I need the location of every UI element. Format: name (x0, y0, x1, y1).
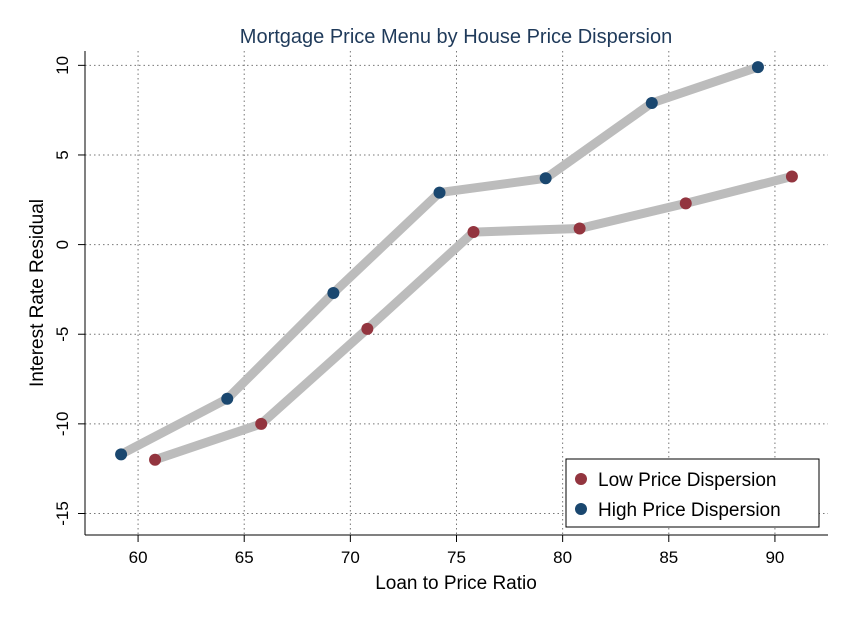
chart-title: Mortgage Price Menu by House Price Dispe… (240, 26, 672, 48)
x-tick-label: 85 (659, 548, 678, 567)
data-point (361, 322, 374, 335)
data-point (327, 287, 340, 299)
y-tick-label: -15 (53, 501, 72, 526)
legend-label: Low Price Dispersion (598, 470, 776, 491)
axes: 60 65 70 75 80 85 90 -15 -10 -5 0 5 10 (53, 51, 828, 567)
x-tick-label: 90 (765, 548, 784, 567)
data-points (115, 61, 798, 466)
y-tick-label: 0 (53, 240, 72, 249)
data-point (467, 226, 480, 239)
x-axis-title: Loan to Price Ratio (375, 573, 537, 594)
data-point (255, 417, 268, 430)
legend-marker (575, 473, 587, 485)
x-tick-label: 70 (341, 548, 360, 567)
data-point (539, 172, 552, 185)
y-tick-label: 5 (53, 150, 72, 159)
legend-marker (575, 503, 587, 515)
data-point (573, 222, 586, 235)
data-point (679, 197, 692, 210)
x-tick-label: 60 (129, 548, 148, 567)
x-tick-label: 80 (553, 548, 572, 567)
data-point (785, 170, 798, 183)
data-point (645, 96, 658, 109)
data-point (149, 453, 162, 466)
y-tick-label: 10 (53, 56, 72, 75)
legend-label: High Price Dispersion (598, 500, 781, 521)
y-axis-title: Interest Rate Residual (27, 199, 48, 387)
series-band (150, 172, 797, 465)
data-point (751, 61, 764, 74)
y-tick-label: -10 (53, 412, 72, 437)
data-point (221, 392, 234, 405)
data-point (115, 448, 128, 461)
legend-box (565, 458, 820, 528)
legend: Low Price Dispersion High Price Dispersio… (565, 458, 820, 528)
x-tick-label: 75 (447, 548, 466, 567)
y-tick-label: -5 (53, 327, 72, 342)
data-point (433, 186, 446, 199)
x-tick-label: 65 (235, 548, 254, 567)
